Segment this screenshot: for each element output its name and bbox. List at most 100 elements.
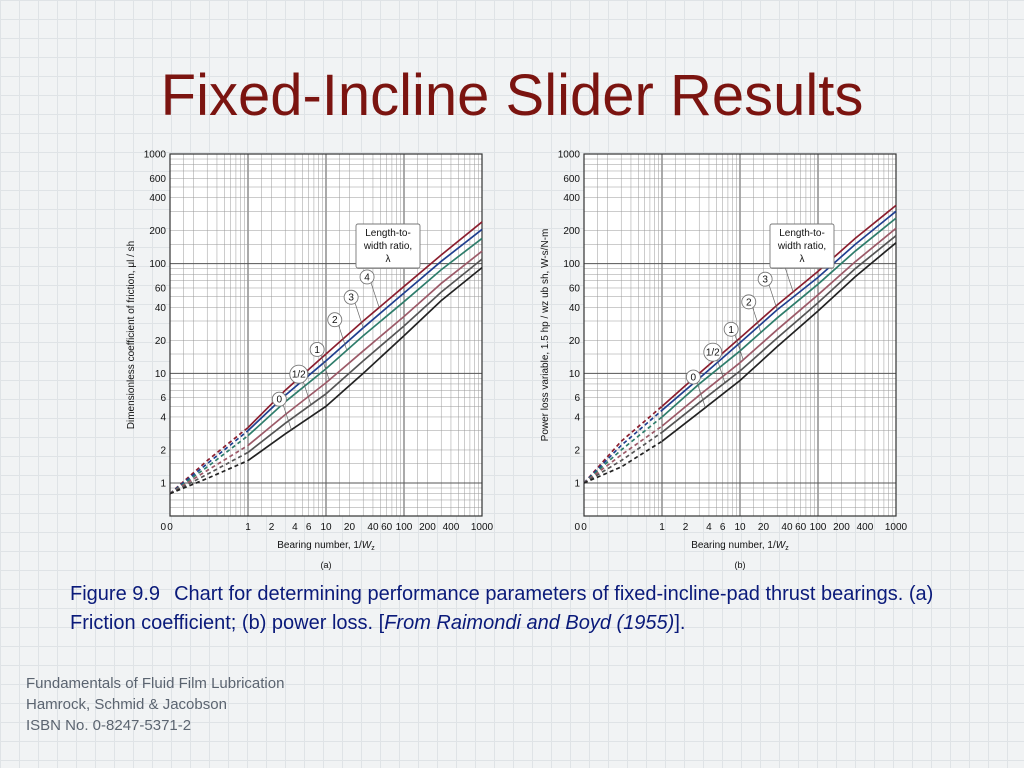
curve-label: 1 (728, 325, 734, 336)
x-tick-label: 0 (167, 522, 173, 533)
curve-dashed-3 (169, 430, 249, 495)
x-tick-label: 1 (245, 522, 251, 533)
y-tick-label: 0 (574, 522, 580, 533)
curve-dashed-2 (169, 435, 249, 495)
y-tick-label: 1 (160, 478, 166, 489)
curve-1 (247, 250, 483, 447)
curve-callout: 1/2 (703, 342, 726, 383)
y-axis-label: Power loss variable, 1.5 hp / wz ub sh, … (540, 229, 551, 442)
y-tick-label: 60 (569, 283, 581, 294)
curve-1-2 (661, 235, 897, 433)
curve-1-2 (247, 258, 483, 454)
x-tick-label: 2 (683, 522, 689, 533)
legend-title-line: Length-to- (779, 228, 825, 239)
x-tick-label: 10 (320, 522, 332, 533)
x-tick-label: 2 (269, 522, 275, 533)
slide-title: Fixed-Incline Slider Results (160, 63, 864, 128)
legend: Length-to-width ratio, λ (355, 223, 421, 269)
curve-dashed-0 (583, 440, 663, 484)
x-tick-label: 6 (720, 522, 726, 533)
curve-label: 1/2 (292, 370, 306, 381)
y-tick-label: 6 (574, 393, 580, 404)
y-tick-label: 6 (160, 393, 166, 404)
curve-dashed-1 (583, 425, 663, 484)
x-tick-label: 1000 (885, 522, 908, 533)
y-tick-label: 4 (160, 412, 166, 423)
y-tick-label: 40 (155, 303, 167, 314)
curve-2 (661, 217, 897, 418)
y-tick-label: 200 (563, 226, 580, 237)
curve-callout: 1 (723, 321, 744, 360)
legend-title-line: width ratio, (363, 241, 412, 252)
x-tick-label: 4 (292, 522, 298, 533)
x-tick-label: 20 (344, 522, 356, 533)
legend-title-line: Length-to- (365, 228, 411, 239)
plot-frame (169, 153, 483, 517)
y-tick-label: 60 (155, 283, 167, 294)
chart-panel-a: 0 1 2 4 6 10 20 40 60 100 200 400 1000 1 2 4 6 10 20 40 60 10… (108, 140, 498, 580)
y-tick-label: 200 (149, 226, 166, 237)
x-tick-label: 400 (857, 522, 874, 533)
x-tick-label: 40 (781, 522, 793, 533)
x-tick-label: 40 (367, 522, 379, 533)
x-tick-label: 200 (833, 522, 850, 533)
curve-label: 1 (314, 345, 320, 356)
y-tick-label: 20 (569, 336, 581, 347)
curve-dashed-2 (583, 416, 663, 484)
curve-4 (247, 221, 483, 429)
curve-label: 3 (348, 293, 354, 304)
footer-credits: Fundamentals of Fluid Film Lubrication H… (26, 673, 284, 736)
curve-label: 0 (277, 395, 283, 406)
y-tick-label: 400 (149, 193, 166, 204)
x-tick-label: 60 (381, 522, 393, 533)
y-tick-label: 1000 (144, 150, 167, 161)
curve-callout: 3 (757, 271, 778, 310)
x-tick-label: 6 (306, 522, 312, 533)
curve-label: 2 (332, 315, 338, 326)
x-tick-label: 100 (396, 522, 413, 533)
curve-label: 4 (364, 272, 370, 283)
y-tick-label: 400 (563, 193, 580, 204)
panel-label: (b) (735, 560, 746, 570)
x-tick-label: 20 (758, 522, 770, 533)
curve-dashed-4 (583, 405, 663, 484)
grid (583, 154, 896, 517)
figure-caption: Figure 9.9 Chart for determining performa… (70, 580, 950, 638)
curve-dashed-1-2 (169, 451, 249, 495)
footer-authors: Hamrock, Schmid & Jacobson (26, 696, 227, 713)
curve-callout: 1/2 (289, 364, 312, 405)
caption-source: From Raimondi and Boyd (1955) (384, 612, 675, 634)
caption-tail: ]. (674, 612, 686, 634)
legend: Length-to-width ratio, λ (769, 223, 835, 269)
y-tick-label: 10 (155, 369, 167, 380)
y-tick-label: 20 (155, 336, 167, 347)
y-tick-label: 40 (569, 303, 581, 314)
curve-label: 2 (746, 297, 752, 308)
x-axis-label: Bearing number, 1/Wz (277, 540, 375, 552)
caption-text: Chart for determining performance parame… (70, 583, 934, 634)
grid (169, 154, 482, 517)
curve-label: 1/2 (706, 348, 720, 359)
x-tick-label: 1 (659, 522, 665, 533)
y-tick-label: 10 (569, 369, 581, 380)
y-tick-label: 2 (160, 445, 166, 456)
y-tick-label: 100 (563, 259, 580, 270)
friction-chart: 0 1 2 4 6 10 20 40 60 100 200 400 100012461020406010… (126, 150, 494, 571)
curve-callout: 2 (741, 294, 762, 333)
x-tick-label: 0 (581, 522, 587, 533)
y-tick-label: 1000 (558, 150, 581, 161)
curve-callout: 4 (359, 269, 380, 308)
y-tick-label: 600 (149, 174, 166, 185)
y-tick-label: 100 (149, 259, 166, 270)
curve-dashed-1 (169, 444, 249, 495)
curve-0 (661, 242, 897, 442)
x-tick-label: 10 (734, 522, 746, 533)
curve-callout: 2 (327, 312, 348, 351)
legend-title-line: λ (800, 254, 805, 265)
curve-0 (247, 266, 483, 462)
x-tick-label: 1000 (471, 522, 494, 533)
curve-callout: 0 (271, 391, 292, 430)
y-tick-label: 1 (574, 478, 580, 489)
x-tick-label: 400 (443, 522, 460, 533)
curve-callout: 3 (343, 289, 364, 328)
